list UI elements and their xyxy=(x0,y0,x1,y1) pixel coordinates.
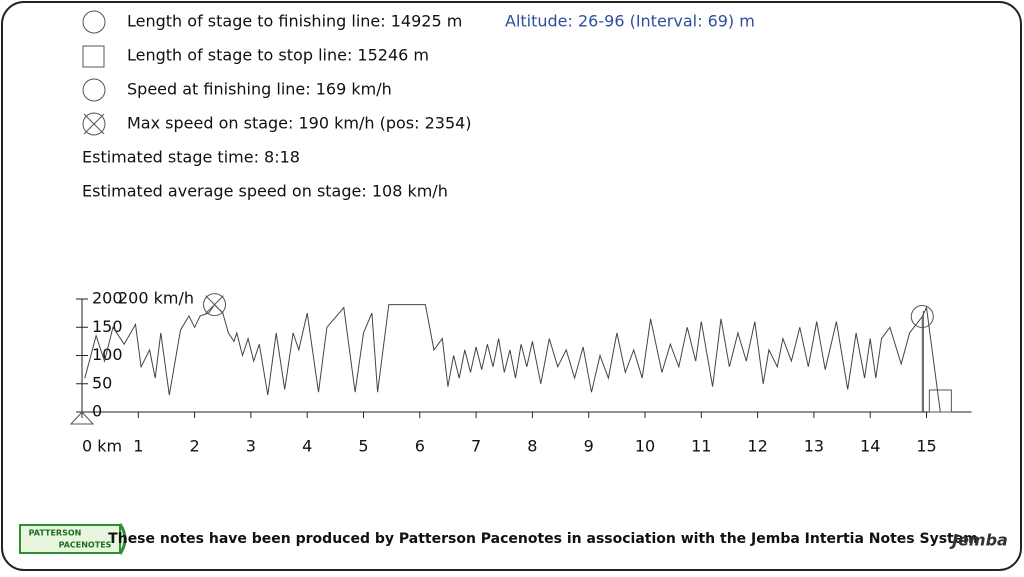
info-text: Estimated average speed on stage: 108 km… xyxy=(82,182,448,201)
speed-line xyxy=(84,303,941,413)
info-text: Length of stage to stop line: 15246 m xyxy=(127,46,429,65)
x-tick-label: 13 xyxy=(804,437,824,456)
icon-crossed-circle xyxy=(82,112,106,136)
y-tick-label: 200 xyxy=(92,289,123,308)
x-tick-label: 9 xyxy=(584,437,594,456)
x-tick-label: 3 xyxy=(246,437,256,456)
logo-right: Jemba xyxy=(949,531,1008,550)
x-tick-label: 1 xyxy=(133,437,143,456)
y-tick-label: 0 xyxy=(92,402,102,421)
altitude-text: Altitude: 26-96 (Interval: 69) m xyxy=(505,12,755,31)
y-tick-label: 150 xyxy=(92,317,123,336)
x-tick-label: 0 km xyxy=(82,437,122,456)
info-text: Speed at finishing line: 169 km/h xyxy=(127,80,392,99)
x-tick-label: 10 xyxy=(635,437,655,456)
info-text: Max speed on stage: 190 km/h (pos: 2354) xyxy=(127,114,472,133)
logo-text: PATTERSON xyxy=(29,529,82,538)
x-tick-label: 6 xyxy=(415,437,425,456)
logo-text: PACENOTES xyxy=(59,541,112,550)
x-tick-label: 7 xyxy=(471,437,481,456)
info-text: Estimated stage time: 8:18 xyxy=(82,148,300,167)
crossed-circle-marker xyxy=(203,293,227,317)
x-tick-label: 14 xyxy=(860,437,880,456)
start-marker xyxy=(69,411,95,425)
x-tick-label: 12 xyxy=(747,437,767,456)
x-tick-label: 2 xyxy=(190,437,200,456)
icon-circle xyxy=(82,78,106,102)
logo-left: PATTERSON PACENOTES xyxy=(19,523,127,555)
info-text: Length of stage to finishing line: 14925… xyxy=(127,12,462,31)
x-tick-label: 4 xyxy=(302,437,312,456)
x-tick-label: 8 xyxy=(527,437,537,456)
y-tick-label: 50 xyxy=(92,373,112,392)
icon-square xyxy=(82,45,105,68)
footer-note: These notes have been produced by Patter… xyxy=(108,531,978,547)
stop-marker xyxy=(928,389,952,413)
marker-cross xyxy=(205,295,224,315)
x-tick-label: 15 xyxy=(916,437,936,456)
x-tick-label: 5 xyxy=(358,437,368,456)
icon-circle xyxy=(82,10,106,34)
axis-annotation: 200 km/h xyxy=(118,289,194,308)
x-tick-label: 11 xyxy=(691,437,711,456)
circle-marker xyxy=(910,305,934,329)
y-tick-label: 100 xyxy=(92,345,123,364)
